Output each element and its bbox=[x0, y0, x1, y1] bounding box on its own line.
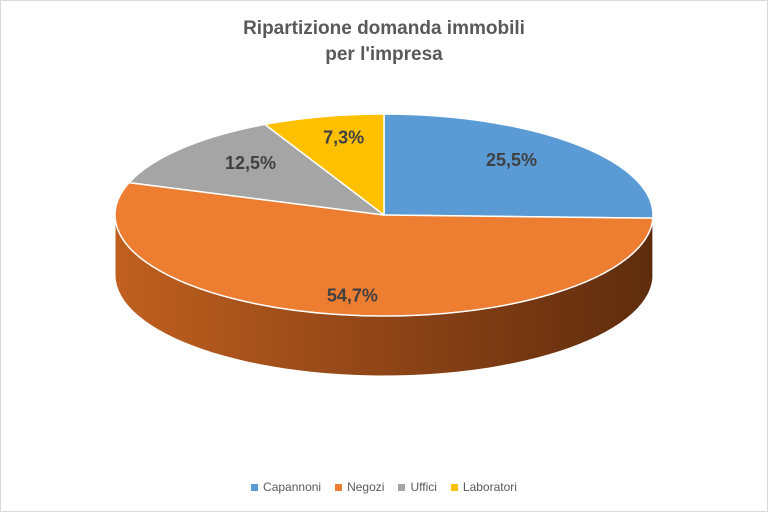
legend-label: Laboratori bbox=[462, 480, 517, 494]
pie-labels: 25,5% 54,7% 12,5% 7,3% bbox=[225, 128, 537, 306]
chart-title-line-1: Ripartizione domanda immobili bbox=[243, 18, 525, 39]
data-label-capannoni: 25,5% bbox=[486, 150, 537, 170]
pie-top bbox=[114, 113, 654, 317]
legend-swatch bbox=[251, 483, 259, 491]
chart-title-line-2: per l'impresa bbox=[325, 44, 443, 65]
pie-slice-negozi bbox=[114, 181, 654, 317]
legend-swatch bbox=[450, 483, 458, 491]
pie-slice-laboratori bbox=[264, 113, 385, 216]
legend: Capannoni Negozi Uffici Laboratori bbox=[0, 480, 768, 494]
legend-item-negozi: Negozi bbox=[335, 480, 384, 494]
legend-swatch bbox=[335, 483, 343, 491]
legend-item-uffici: Uffici bbox=[398, 480, 437, 494]
data-label-negozi: 54,7% bbox=[327, 285, 378, 305]
legend-item-capannoni: Capannoni bbox=[251, 480, 321, 494]
pie-slice-uffici bbox=[128, 123, 385, 216]
chart-title: Ripartizione domanda immobili per l'impr… bbox=[0, 16, 768, 68]
legend-label: Uffici bbox=[410, 480, 437, 494]
legend-label: Capannoni bbox=[263, 480, 322, 494]
pie-slice-capannoni bbox=[383, 113, 654, 219]
legend-item-laboratori: Laboratori bbox=[450, 480, 517, 494]
legend-swatch bbox=[398, 483, 406, 491]
data-label-uffici: 12,5% bbox=[225, 153, 276, 173]
data-label-laboratori: 7,3% bbox=[323, 128, 364, 148]
legend-label: Negozi bbox=[347, 480, 385, 494]
